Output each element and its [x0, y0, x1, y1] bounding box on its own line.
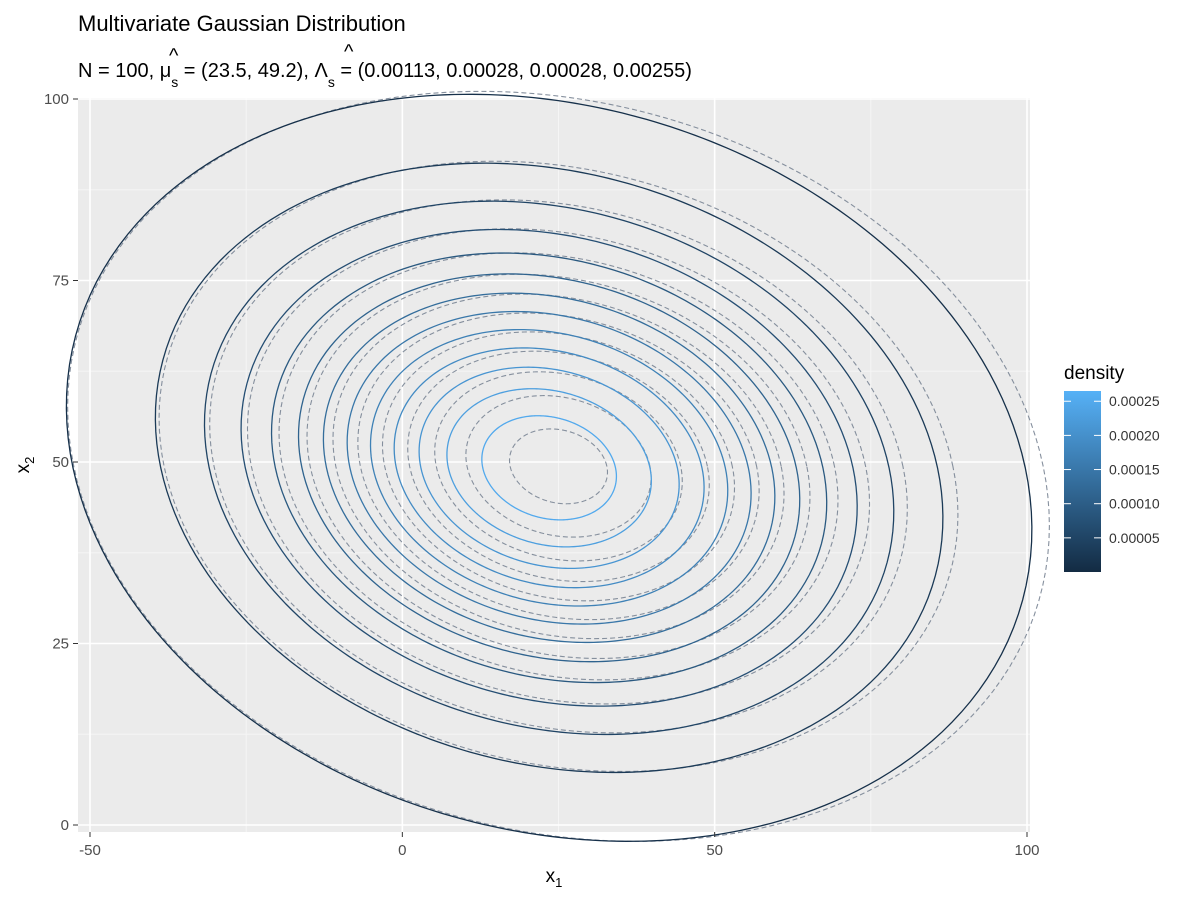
contour-reference-dashed — [508, 428, 609, 505]
contour-reference-dashed — [407, 350, 710, 583]
y-tick-label: 0 — [61, 817, 69, 834]
x-tick-label: 0 — [398, 842, 406, 859]
contour-estimated-solid — [240, 228, 858, 707]
contour-reference-dashed — [306, 273, 811, 660]
contour-estimated-solid — [203, 200, 895, 736]
lambda-hat-accent: ^ — [344, 41, 354, 63]
y-tick-label: 100 — [44, 91, 69, 108]
x-tick-label: 50 — [706, 842, 723, 859]
contour-estimated-solid — [393, 347, 705, 589]
legend-label: 0.00015 — [1109, 462, 1160, 478]
contour-estimated-solid — [270, 252, 828, 684]
legend-title: density — [1064, 363, 1125, 384]
x-tick-label: -50 — [79, 842, 101, 859]
contour-reference-dashed — [381, 331, 736, 602]
contour-reference-dashed — [357, 312, 760, 621]
contour-estimated-solid — [418, 366, 680, 570]
contour-estimated-solid — [369, 328, 729, 607]
legend-label: 0.00005 — [1109, 530, 1160, 546]
chart-subtitle: N = 100, μs = (23.5, 49.2), Λs = (0.0011… — [78, 60, 692, 90]
contour-reference-dashed — [465, 395, 652, 538]
chart-title: Multivariate Gaussian Distribution — [78, 11, 406, 36]
x-axis-title: x1 — [546, 866, 563, 890]
contour-estimated-solid — [154, 162, 944, 774]
mu-hat-accent: ^ — [169, 45, 179, 67]
contour-estimated-solid — [446, 388, 652, 548]
y-axis-title: x2 — [13, 457, 37, 474]
legend-colorbar — [1064, 391, 1101, 572]
legend-ticks: 0.00005 0.00010 0.00015 0.00020 0.00025 — [1064, 393, 1160, 546]
contour-estimated-solid — [297, 273, 801, 663]
contour-reference-dashed — [332, 293, 785, 640]
contour-estimated-solid — [322, 292, 776, 644]
y-tick-label: 50 — [52, 454, 69, 471]
x-tick-label: 100 — [1014, 842, 1039, 859]
contour-reference-dashed — [67, 90, 1050, 842]
y-tick-label: 75 — [52, 273, 69, 290]
contour-reference-dashed — [278, 252, 839, 681]
contour-lines — [65, 90, 1050, 842]
grid-lines — [78, 98, 1030, 832]
contour-estimated-solid — [65, 93, 1033, 842]
y-tick-label: 25 — [52, 636, 69, 653]
contour-reference-dashed — [246, 228, 871, 705]
legend-label: 0.00010 — [1109, 496, 1160, 512]
legend: density 0.000050.000100.000150.000200.00… — [1064, 363, 1160, 572]
contour-estimated-solid — [481, 415, 618, 521]
contour-reference-dashed — [209, 199, 908, 734]
legend-label: 0.00020 — [1109, 427, 1160, 443]
contour-reference-dashed — [158, 160, 959, 773]
contour-estimated-solid — [346, 310, 752, 625]
plot-panel — [78, 98, 1030, 832]
legend-label: 0.00025 — [1109, 393, 1160, 409]
axes: -50 0 50 100 0 25 50 75 100 — [44, 91, 1040, 859]
